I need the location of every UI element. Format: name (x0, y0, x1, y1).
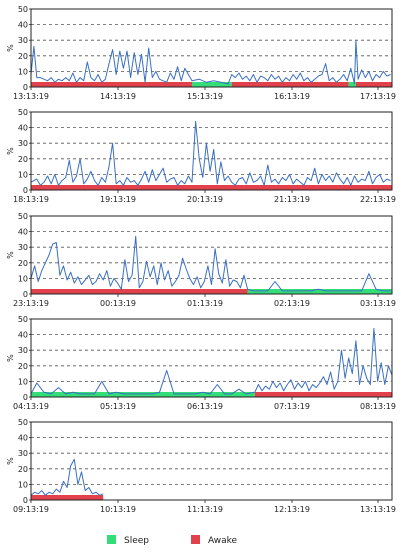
x-tick-label: 19:13:19 (100, 195, 136, 204)
y-tick-label: 10 (18, 67, 28, 76)
chart-panel-5: 0 10 20 30 40 50% 09:13:19 10:13:19 11:13:19 12:1… (6, 418, 396, 514)
y-tick-label: 10 (18, 480, 28, 489)
plot-frame (30, 8, 393, 88)
y-tick-label: 20 (18, 465, 28, 474)
y-tick-label: 40 (18, 434, 28, 443)
x-tick-label: 05:13:19 (100, 402, 136, 411)
y-axis-label: % (6, 44, 15, 52)
x-tick-label: 16:13:19 (274, 92, 310, 101)
y-tick-label: 20 (18, 259, 28, 268)
x-tick-label: 20:13:19 (187, 195, 223, 204)
y-tick-label: 20 (18, 52, 28, 61)
x-tick-label: 13:13:19 (13, 92, 49, 101)
chart-panel-1: 0 10 20 30 40 50% 13:13:19 14:13:19 15:13:19 16:1… (6, 5, 396, 101)
y-tick-label: 30 (18, 449, 28, 458)
y-axis-label: % (6, 147, 15, 155)
y-tick-label: 40 (18, 124, 28, 133)
x-tick-label: 14:13:19 (100, 92, 136, 101)
x-tick-label: 01:13:19 (187, 299, 223, 308)
series-line (30, 458, 104, 496)
y-tick-label: 50 (18, 315, 28, 324)
state-band-awake (31, 185, 392, 190)
series-line (30, 327, 393, 395)
legend: Sleep Awake (107, 535, 238, 546)
y-tick-label: 0 (23, 83, 28, 92)
x-tick-label: 13:13:19 (360, 505, 396, 514)
x-tick-label: 23:13:19 (13, 299, 49, 308)
y-tick-label: 0 (23, 290, 28, 299)
y-axis-label: % (6, 251, 15, 259)
x-tick-label: 04:13:19 (13, 402, 49, 411)
state-band-awake (231, 82, 349, 87)
x-tick-label: 18:13:19 (13, 195, 49, 204)
x-tick-label: 17:13:19 (360, 92, 396, 101)
x-tick-label: 10:13:19 (100, 505, 136, 514)
x-tick-label: 08:13:19 (360, 402, 396, 411)
state-band-awake (254, 392, 392, 397)
y-tick-label: 30 (18, 243, 28, 252)
x-tick-label: 00:13:19 (100, 299, 136, 308)
y-tick-label: 30 (18, 36, 28, 45)
x-tick-label: 15:13:19 (187, 92, 223, 101)
state-band-sleep (192, 82, 232, 87)
plot-frame (30, 111, 393, 191)
x-tick-label: 07:13:19 (274, 402, 310, 411)
plot-frame (30, 215, 393, 295)
y-axis-label: % (6, 457, 15, 465)
series-line (30, 235, 391, 292)
chart-panel-3: 0 10 20 30 40 50% 23:13:19 00:13:19 01:13:19 02:1… (6, 212, 396, 308)
legend-label-sleep: Sleep (124, 536, 149, 546)
y-tick-label: 50 (18, 108, 28, 117)
series-line (30, 120, 391, 186)
y-tick-label: 40 (18, 228, 28, 237)
x-tick-label: 12:13:19 (274, 505, 310, 514)
x-tick-label: 06:13:19 (187, 402, 223, 411)
state-band-awake (31, 495, 104, 500)
x-tick-label: 09:13:19 (13, 505, 49, 514)
x-tick-label: 02:13:19 (274, 299, 310, 308)
y-tick-label: 20 (18, 362, 28, 371)
y-tick-label: 50 (18, 5, 28, 14)
legend-swatch-sleep (107, 535, 116, 544)
state-band-awake (31, 289, 248, 294)
state-band-awake (31, 82, 193, 87)
y-tick-label: 0 (23, 186, 28, 195)
state-band-sleep (247, 289, 392, 294)
state-band-sleep (348, 82, 356, 87)
y-tick-label: 10 (18, 274, 28, 283)
y-tick-label: 20 (18, 155, 28, 164)
y-tick-label: 0 (23, 393, 28, 402)
y-tick-label: 50 (18, 418, 28, 427)
state-band-awake (355, 82, 392, 87)
y-tick-label: 50 (18, 212, 28, 221)
x-tick-label: 21:13:19 (274, 195, 310, 204)
chart-panel-4: 0 10 20 30 40 50% 04:13:19 05:13:19 06:13:19 07:1… (6, 315, 396, 411)
y-tick-label: 10 (18, 377, 28, 386)
y-tick-label: 10 (18, 170, 28, 179)
y-tick-label: 40 (18, 331, 28, 340)
y-axis-label: % (6, 354, 15, 362)
plot-frame (30, 318, 393, 398)
x-tick-label: 11:13:19 (187, 505, 223, 514)
chart-panel-2: 0 10 20 30 40 50% 18:13:19 19:13:19 20:13:19 21:1… (6, 108, 396, 204)
y-tick-label: 0 (23, 496, 28, 505)
x-tick-label: 03:13:19 (360, 299, 396, 308)
y-tick-label: 40 (18, 21, 28, 30)
legend-label-awake: Awake (208, 536, 238, 546)
y-tick-label: 30 (18, 346, 28, 355)
y-tick-label: 30 (18, 139, 28, 148)
x-tick-label: 22:13:19 (360, 195, 396, 204)
legend-swatch-awake (191, 535, 200, 544)
plot-frame (30, 421, 393, 501)
series-line (30, 39, 391, 85)
state-band-sleep (31, 392, 255, 397)
